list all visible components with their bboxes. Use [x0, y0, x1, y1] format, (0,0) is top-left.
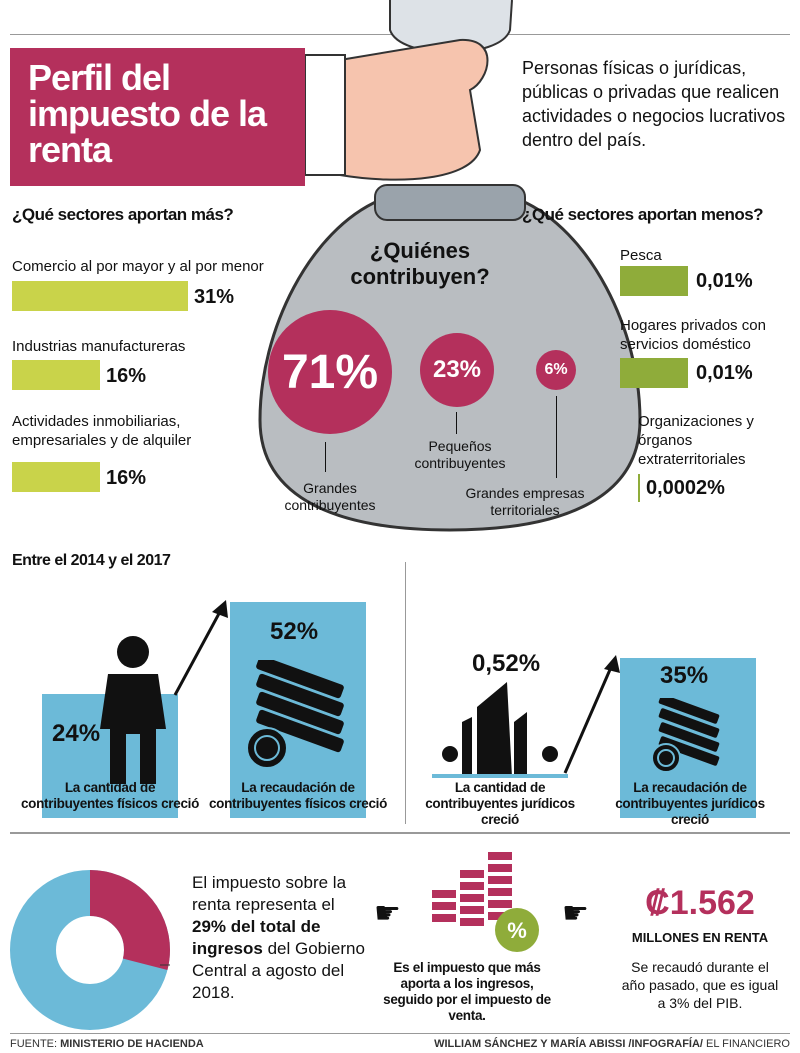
share-donut-chart: [10, 870, 170, 1030]
less-value: 0,01%: [696, 270, 753, 292]
arrow-up-icon: [173, 600, 228, 696]
more-bar: [12, 462, 100, 492]
more-heading: ¿Qué sectores aportan más?: [12, 205, 234, 224]
less-label: Pesca: [620, 247, 662, 264]
contributor-label: Grandes contribuyentes: [284, 480, 376, 513]
contributor-circle: 71%: [268, 310, 392, 434]
growth-value: 35%: [660, 662, 709, 689]
contributor-circle: 23%: [420, 333, 494, 407]
intro-text: Personas físicas o jurídicas, públicas o…: [522, 58, 786, 150]
less-value: 0,0002%: [646, 477, 725, 499]
contributor-label: Grandes empresas territoriales: [465, 485, 585, 518]
less-bar: [620, 358, 688, 388]
page-title: Perfil del impuesto de la renta: [10, 48, 305, 186]
footer-rule: [10, 1033, 790, 1034]
less-label: Hogares privados con servicios doméstico: [620, 317, 766, 353]
footer-source: FUENTE: MINISTERIO DE HACIENDA: [10, 1038, 204, 1050]
share-text-bold: 29% del total de ingresos: [192, 917, 321, 958]
growth-label: La recaudación de contribuyentes jurídic…: [615, 780, 765, 827]
svg-text:%: %: [507, 918, 527, 943]
amount-note: Se recaudó durante el año pasado, que es…: [621, 959, 779, 1011]
more-label: Comercio al por mayor y al por menor: [12, 258, 264, 275]
pointing-hand-icon: ☛: [374, 897, 401, 930]
share-text-post: del Gobierno Central a agosto del 2018.: [192, 939, 365, 1002]
section-rule: [10, 832, 790, 834]
bag-title: ¿Quiénes contribuyen?: [350, 238, 490, 289]
growth-label: La cantidad de contribuyentes jurídicos …: [425, 780, 575, 827]
more-bar: [12, 281, 188, 311]
less-bar: [620, 266, 688, 296]
outlet: EL FINANCIERO: [706, 1038, 790, 1050]
share-text: El impuesto sobre la renta representa el…: [192, 872, 368, 1004]
less-value: 0,01%: [696, 362, 753, 384]
arrow: [456, 412, 457, 434]
growth-label: La recaudación de contribuyentes físicos…: [208, 780, 388, 811]
growth-value: 52%: [270, 618, 319, 645]
growth-value: 0,52%: [472, 650, 541, 677]
more-value: 31%: [194, 286, 235, 308]
bar-stack-icon: %: [432, 852, 539, 952]
amount-unit: MILLONES EN RENTA: [631, 930, 769, 945]
source-name: MINISTERIO DE HACIENDA: [60, 1038, 204, 1050]
arrow: [325, 442, 326, 472]
donut-share-segment: [10, 870, 170, 1030]
divider: [405, 562, 406, 824]
less-label: Organizaciones y órganos extraterritoria…: [638, 413, 754, 468]
less-bar: [638, 474, 640, 502]
contributor-circle: 6%: [536, 350, 576, 390]
more-label: Actividades inmobiliarias, empresariales…: [12, 413, 192, 449]
footer-credits: WILLIAM SÁNCHEZ Y MARÍA ABISSI /INFOGRAF…: [434, 1038, 790, 1050]
middle-text: Es el impuesto que más aporta a los ingr…: [383, 960, 551, 1023]
source-label: FUENTE:: [10, 1038, 61, 1050]
less-heading: ¿Qué sectores aportan menos?: [522, 205, 764, 224]
money-stack-icon: [246, 660, 344, 769]
person-icon: [100, 636, 166, 784]
more-value: 16%: [106, 365, 147, 387]
share-text-pre: El impuesto sobre la renta representa el: [192, 873, 347, 914]
money-stack-icon: [651, 698, 720, 773]
buildings-icon: [432, 682, 568, 778]
more-value: 16%: [106, 467, 147, 489]
growth-label: La cantidad de contribuyentes físicos cr…: [20, 780, 200, 811]
growth-value: 24%: [52, 720, 101, 747]
pointing-hand-icon: ☛: [562, 897, 589, 930]
credits: WILLIAM SÁNCHEZ Y MARÍA ABISSI /INFOGRAF…: [434, 1038, 707, 1050]
contributor-label: Pequeños contribuyentes: [414, 438, 506, 471]
more-bar: [12, 360, 100, 390]
amount-value: ₡1.562: [645, 884, 755, 922]
arrow: [556, 396, 557, 478]
growth-heading: Entre el 2014 y el 2017: [12, 552, 171, 569]
arrow-up-icon: [563, 655, 620, 774]
more-label: Industrias manufactureras: [12, 338, 186, 355]
